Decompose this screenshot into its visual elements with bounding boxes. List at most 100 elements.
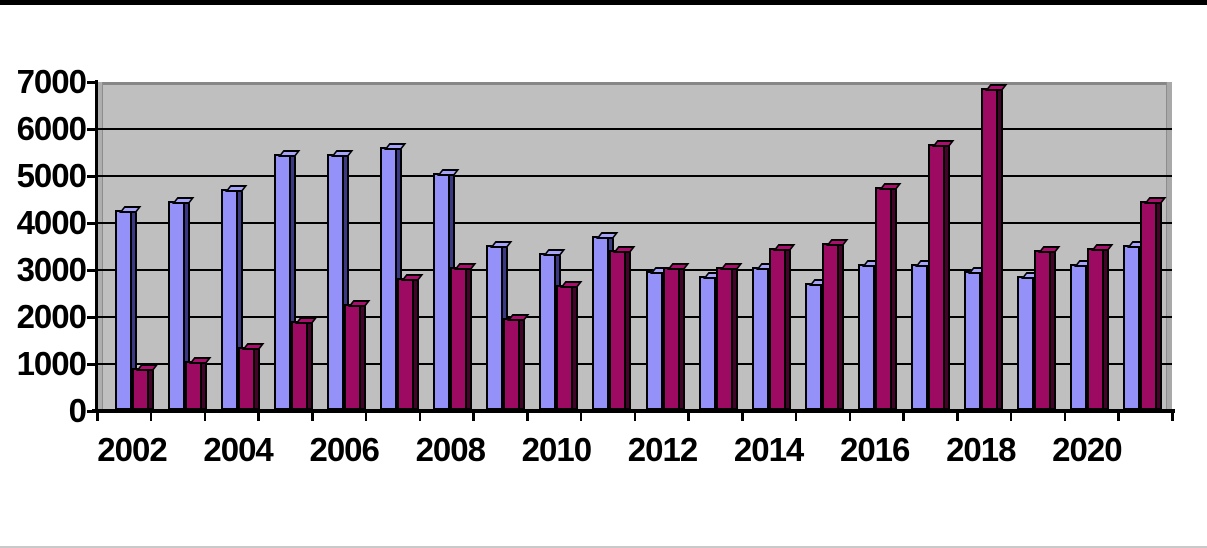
y-axis-tick-label: 2000 [16,298,87,335]
bar-series-1-2002 [115,206,141,411]
bar-front-face [981,88,998,410]
bar-series-1-2010 [539,249,565,411]
bar-series-2-2010 [556,281,582,411]
bar-front-face [380,147,397,410]
plot-area [97,82,1172,411]
bar-series-2-2013 [716,263,742,411]
bar-series-2-2015 [822,239,848,411]
bar-top-face [772,244,795,251]
x-axis-tick-label: 2018 [946,431,1016,468]
bar-front-face [221,189,238,410]
bar-front-face [699,276,716,410]
bar-top-face [1143,197,1166,204]
y-axis-tick [87,175,96,178]
bar-series-2-2009 [503,314,529,411]
bar-front-face [858,264,875,410]
bar-series-1-2006 [327,150,353,411]
x-axis-tick-label: 2008 [415,431,486,468]
y-axis-tick [87,269,96,272]
x-axis-tick-label: 2020 [1052,431,1122,468]
plot-top-wall [97,82,1172,85]
bar-series-1-2014 [752,263,778,411]
bar-top-face [400,274,423,281]
y-axis-tick-label: 6000 [16,110,87,147]
bar-series-2-2002 [132,364,158,411]
x-axis-tick [203,412,207,421]
bar-series-2-2007 [397,274,423,411]
bar-top-face [118,206,141,213]
bar-series-2-2005 [291,317,317,411]
x-axis-tick [902,412,905,421]
bar-front-face [592,236,609,410]
x-axis-tick-label: 2016 [839,431,910,468]
gridline-6000 [97,127,1172,130]
x-axis-tick [257,412,260,421]
y-axis-tick-label: 0 [68,392,87,429]
bar-top-face [542,249,565,256]
bar-series-1-2015 [805,279,831,411]
bar-series-1-2011 [592,232,618,411]
bar-series-1-2016 [858,260,884,411]
x-axis-tick [1117,412,1120,421]
bar-top-face [1037,246,1060,253]
y-axis-tick-label: 1000 [16,345,87,382]
bar-front-face [168,201,185,410]
bar-top-face [612,246,635,253]
bar-top-face [347,300,370,307]
bar-series-2-2003 [185,357,211,411]
x-axis-tick [1063,412,1067,421]
bar-series-1-2012 [646,267,672,411]
bar-top-face [1090,244,1113,251]
gridline-5000 [97,174,1172,177]
y-axis-tick-label: 7000 [16,63,87,100]
bar-top-face [825,239,848,246]
bar-top-face [277,150,300,157]
x-axis-tick [579,412,583,421]
bar-front-face [646,271,663,410]
bar-front-face [1087,248,1104,410]
bar-series-1-2005 [274,150,300,411]
y-axis-tick [87,81,96,84]
bar-front-face [822,243,839,410]
bar-front-face [344,304,361,410]
x-axis-tick [794,412,798,421]
bar-series-1-2020 [1070,260,1096,411]
bar-front-face [1017,276,1034,410]
bar-top-face [595,232,618,239]
bar-series-2-2019 [1034,246,1060,411]
bar-front-face [663,267,680,410]
bar-front-face [291,321,308,410]
bar-series-2-2016 [875,183,901,411]
bar-series-1-2017 [911,260,937,411]
bar-series-2-2008 [450,263,476,411]
x-axis-tick [311,412,314,421]
bar-front-face [875,187,892,410]
y-axis-tick [87,316,96,319]
bar-front-face [716,267,733,410]
x-axis-tick [149,412,153,421]
bar-series-2-2004 [238,343,264,411]
x-axis-tick [1009,412,1013,421]
bar-top-face [878,183,901,190]
x-axis-tick [741,412,744,421]
bar-series-1-2018 [964,267,990,411]
bar-front-face [1070,264,1087,410]
bar-front-face [274,154,291,410]
bar-top-face [984,84,1007,91]
plot-left-wall [97,82,103,411]
bar-front-face [609,250,626,410]
bar-front-face [911,264,928,410]
bar-series-2-2011 [609,246,635,411]
bar-series-2-2006 [344,300,370,411]
bar-front-face [397,278,414,410]
y-axis-tick-label: 3000 [16,251,87,288]
bar-top-face [330,150,353,157]
bar-front-face [433,173,450,410]
bar-front-face [115,210,132,410]
bar-front-face [752,267,769,410]
bar-top-face [383,143,406,150]
bar-front-face [132,368,149,410]
bar-front-face [1140,201,1157,410]
y-axis-tick [87,410,96,413]
